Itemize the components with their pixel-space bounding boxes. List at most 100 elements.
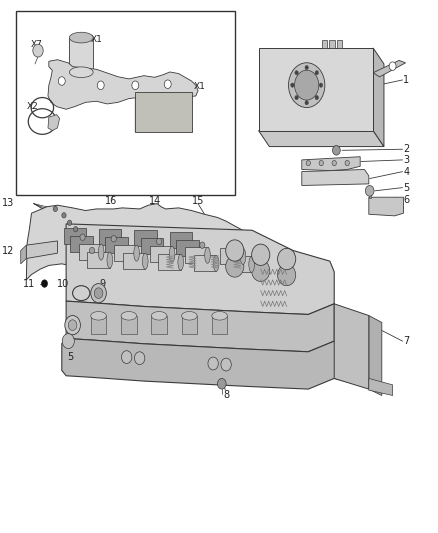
Bar: [229, 256, 251, 272]
Circle shape: [68, 320, 77, 330]
Polygon shape: [21, 245, 26, 264]
Polygon shape: [373, 48, 384, 147]
Polygon shape: [373, 60, 406, 77]
Bar: [369, 191, 371, 198]
Circle shape: [111, 236, 116, 242]
Text: 6: 6: [403, 195, 410, 205]
Bar: [121, 316, 137, 335]
Ellipse shape: [251, 244, 270, 265]
Ellipse shape: [169, 246, 175, 262]
Polygon shape: [369, 316, 382, 395]
Text: 13: 13: [2, 198, 14, 207]
Circle shape: [62, 213, 66, 218]
Circle shape: [319, 83, 323, 87]
Polygon shape: [302, 169, 369, 185]
Circle shape: [65, 316, 81, 335]
Text: 12: 12: [2, 246, 14, 255]
Ellipse shape: [182, 311, 197, 320]
Text: X7: X7: [31, 41, 42, 49]
Circle shape: [332, 146, 340, 155]
Bar: [87, 252, 110, 268]
Bar: [135, 92, 191, 132]
Circle shape: [53, 206, 57, 212]
Text: 8: 8: [223, 391, 229, 400]
Text: 5: 5: [67, 352, 74, 362]
Text: 3: 3: [403, 155, 410, 165]
Ellipse shape: [212, 311, 227, 320]
Polygon shape: [62, 338, 364, 389]
Bar: [70, 236, 92, 252]
Bar: [123, 253, 145, 269]
Circle shape: [319, 160, 323, 166]
Bar: [170, 231, 192, 247]
Circle shape: [94, 288, 103, 298]
Bar: [91, 316, 106, 335]
Text: X2: X2: [26, 102, 38, 111]
Polygon shape: [302, 157, 360, 171]
Bar: [329, 40, 335, 48]
Ellipse shape: [69, 67, 93, 78]
Bar: [79, 244, 101, 260]
Bar: [99, 229, 121, 245]
Text: 1: 1: [403, 75, 410, 85]
Text: 10: 10: [57, 279, 70, 288]
Text: 15: 15: [192, 197, 204, 206]
Bar: [212, 316, 227, 335]
Circle shape: [389, 62, 396, 70]
Circle shape: [74, 227, 78, 232]
Bar: [182, 316, 197, 335]
Text: 9: 9: [100, 279, 106, 288]
Ellipse shape: [213, 255, 219, 271]
Ellipse shape: [226, 240, 244, 261]
Ellipse shape: [151, 311, 167, 320]
Ellipse shape: [251, 260, 270, 281]
Circle shape: [58, 77, 65, 85]
Circle shape: [221, 358, 231, 371]
Polygon shape: [258, 48, 373, 131]
Bar: [141, 238, 163, 254]
Text: 16: 16: [106, 196, 118, 206]
Polygon shape: [369, 197, 403, 216]
Bar: [321, 40, 327, 48]
Polygon shape: [369, 378, 392, 395]
Polygon shape: [26, 241, 57, 259]
Circle shape: [208, 357, 218, 370]
Bar: [194, 255, 216, 271]
Circle shape: [80, 234, 85, 240]
Circle shape: [62, 334, 74, 349]
Ellipse shape: [121, 311, 137, 320]
Polygon shape: [334, 304, 369, 389]
Circle shape: [305, 101, 308, 105]
Circle shape: [306, 160, 311, 166]
Circle shape: [67, 220, 72, 225]
Bar: [150, 246, 172, 262]
Text: 14: 14: [148, 197, 161, 206]
Circle shape: [315, 70, 318, 75]
Ellipse shape: [91, 311, 106, 320]
Text: 2: 2: [403, 144, 410, 154]
Bar: [134, 230, 157, 246]
Ellipse shape: [249, 256, 254, 272]
Ellipse shape: [99, 244, 104, 260]
Ellipse shape: [134, 245, 139, 261]
Ellipse shape: [278, 264, 296, 286]
Ellipse shape: [142, 253, 148, 269]
Polygon shape: [66, 224, 334, 314]
Circle shape: [132, 81, 139, 90]
Circle shape: [218, 378, 226, 389]
Circle shape: [315, 95, 318, 100]
Ellipse shape: [69, 32, 93, 43]
Circle shape: [295, 95, 298, 100]
Polygon shape: [48, 60, 198, 109]
Circle shape: [332, 160, 336, 166]
Bar: [64, 228, 86, 244]
Circle shape: [305, 66, 308, 70]
Ellipse shape: [107, 252, 113, 268]
Circle shape: [295, 70, 298, 75]
Text: X1: X1: [194, 82, 205, 91]
Bar: [151, 316, 167, 335]
Circle shape: [134, 352, 145, 365]
Polygon shape: [258, 131, 384, 147]
Circle shape: [289, 63, 325, 108]
Circle shape: [200, 242, 205, 248]
